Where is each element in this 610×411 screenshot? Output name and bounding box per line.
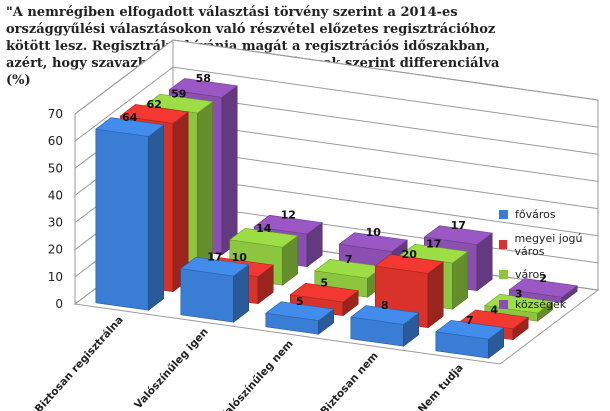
data-label: 17	[207, 251, 222, 264]
bar: 7	[435, 314, 505, 359]
bar-top	[168, 78, 238, 98]
y-axis: 0 10 20 30 40 50 60 70	[48, 107, 63, 311]
data-label: 10	[232, 251, 248, 264]
legend-label: községek	[515, 298, 567, 311]
legend-label: város	[515, 268, 545, 281]
data-label: 7	[466, 314, 474, 327]
y-tick-label: 30	[48, 216, 63, 230]
data-label: 5	[296, 295, 304, 308]
data-label: 58	[196, 72, 211, 85]
data-label: 62	[147, 98, 162, 111]
data-label: 20	[402, 248, 418, 261]
gridline	[74, 66, 599, 142]
category-label: Biztosan nem	[318, 350, 380, 411]
bar-top	[484, 293, 554, 314]
bar: 8	[350, 299, 420, 347]
bar-top	[265, 301, 335, 321]
bar-top	[350, 305, 420, 325]
bar-top	[119, 104, 189, 124]
y-tick-label: 10	[48, 270, 63, 284]
y-tick-label: 50	[48, 161, 63, 175]
bar-side	[148, 124, 164, 311]
legend-swatch	[499, 210, 508, 219]
data-label: 3	[515, 288, 523, 301]
bar-top	[435, 319, 505, 340]
bar-top	[508, 278, 578, 298]
legend-swatch	[499, 240, 508, 249]
data-label: 4	[490, 303, 498, 316]
data-label: 8	[381, 299, 389, 312]
legend-item: főváros	[499, 205, 610, 224]
bar-top	[229, 227, 299, 248]
gridline	[74, 39, 599, 115]
bar-top	[95, 117, 165, 137]
bar-top	[289, 282, 359, 303]
bar-top	[374, 254, 444, 274]
data-label: 5	[320, 277, 328, 290]
legend-label: főváros	[515, 208, 556, 221]
data-label: 17	[451, 219, 466, 232]
y-tick-label: 40	[48, 188, 63, 202]
bar-top	[180, 256, 250, 277]
data-label: 2	[539, 272, 547, 285]
legend-item: községek	[499, 295, 610, 314]
y-tick-label: 0	[55, 297, 63, 311]
y-tick-label: 60	[48, 134, 63, 148]
y-tick-label: 70	[48, 107, 63, 121]
data-label: 59	[171, 88, 186, 101]
bar-top	[253, 214, 323, 235]
data-label: 14	[256, 222, 272, 235]
bar-top	[423, 225, 493, 245]
bar-front	[95, 128, 149, 311]
category-label: Biztosan regisztrálna	[33, 314, 126, 411]
legend-swatch	[499, 300, 508, 309]
category-label: Nem tudja	[416, 362, 466, 411]
legend: főváros megyei jogú város város községek	[499, 205, 610, 325]
bar-top	[338, 232, 408, 252]
bar-front	[180, 268, 234, 323]
data-label: 12	[281, 209, 296, 222]
legend-label: megyei jogú város	[514, 231, 583, 258]
legend-item: megyei jogú város	[499, 232, 610, 258]
bar: 17	[180, 251, 250, 323]
category-label: Valószínűleg igen	[132, 326, 210, 411]
bar: 2	[508, 272, 578, 304]
category-label: Valószínűleg nem	[217, 338, 295, 411]
bar: 5	[265, 295, 335, 335]
legend-item: város	[499, 265, 610, 284]
data-label: 7	[345, 253, 353, 266]
data-label: 10	[366, 226, 382, 239]
legend-swatch	[499, 270, 508, 279]
data-label: 17	[426, 238, 441, 251]
bar-side	[221, 85, 238, 256]
bar: 64	[95, 111, 165, 311]
bar-side	[197, 100, 213, 274]
data-label: 64	[122, 111, 138, 124]
y-tick-label: 20	[48, 243, 63, 257]
